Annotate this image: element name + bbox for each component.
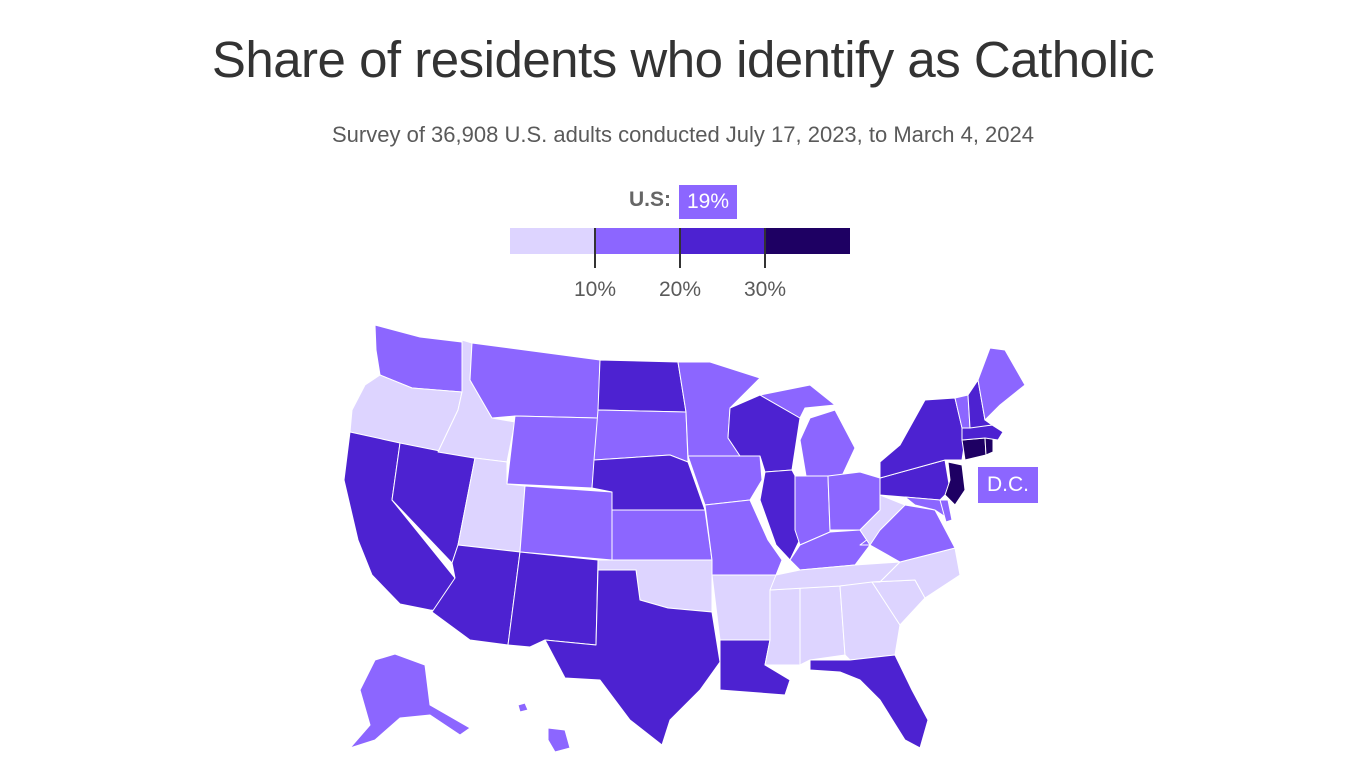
- state-NJ: [944, 461, 966, 506]
- state-AR: [711, 574, 777, 641]
- legend-bin-4: [765, 228, 850, 254]
- national-label: U.S:: [629, 188, 671, 211]
- state-ME: [977, 347, 1026, 421]
- state-IL: [759, 469, 803, 561]
- state-WV: [859, 494, 906, 546]
- state-MI-lower: [799, 409, 856, 477]
- state-MD: [904, 496, 951, 521]
- color-legend: [510, 228, 850, 254]
- chart-subtitle: Survey of 36,908 U.S. adults conducted J…: [332, 122, 1034, 147]
- state-MI: [759, 384, 836, 419]
- state-MS: [764, 587, 801, 666]
- state-AL: [799, 585, 846, 666]
- state-RI: [984, 437, 994, 456]
- state-AZ: [431, 544, 521, 646]
- state-WY: [506, 415, 599, 489]
- state-NH: [967, 379, 993, 429]
- state-SD: [593, 409, 689, 463]
- legend-tick-label-20: 20%: [658, 278, 702, 301]
- dc-label-badge: D.C.: [978, 467, 1038, 503]
- national-value-badge: 19%: [679, 185, 738, 219]
- legend-bin-2: [595, 228, 680, 254]
- state-NC: [871, 547, 961, 599]
- legend-bin-1: [510, 228, 595, 254]
- state-DE: [939, 499, 953, 523]
- legend-tick-20: [679, 228, 681, 268]
- legend-tick-label-10: 10%: [573, 278, 617, 301]
- state-AK: [349, 653, 471, 749]
- state-TX: [544, 569, 721, 746]
- state-KS: [611, 509, 713, 561]
- state-HI: [517, 702, 529, 713]
- state-NM: [507, 551, 599, 648]
- state-ND: [597, 359, 687, 413]
- legend-tick-label-30: 30%: [743, 278, 787, 301]
- state-MO: [704, 499, 783, 576]
- state-HI-big: [547, 727, 571, 753]
- us-map: [330, 318, 1050, 758]
- legend-tick-30: [764, 228, 766, 268]
- legend-bin-3: [680, 228, 765, 254]
- state-MT: [469, 342, 601, 419]
- us-map-svg: [343, 324, 1026, 753]
- state-FL: [809, 654, 929, 749]
- state-CT: [961, 437, 987, 461]
- state-CO: [519, 485, 613, 561]
- legend-tick-10: [594, 228, 596, 268]
- chart-title: Share of residents who identify as Catho…: [211, 31, 1155, 88]
